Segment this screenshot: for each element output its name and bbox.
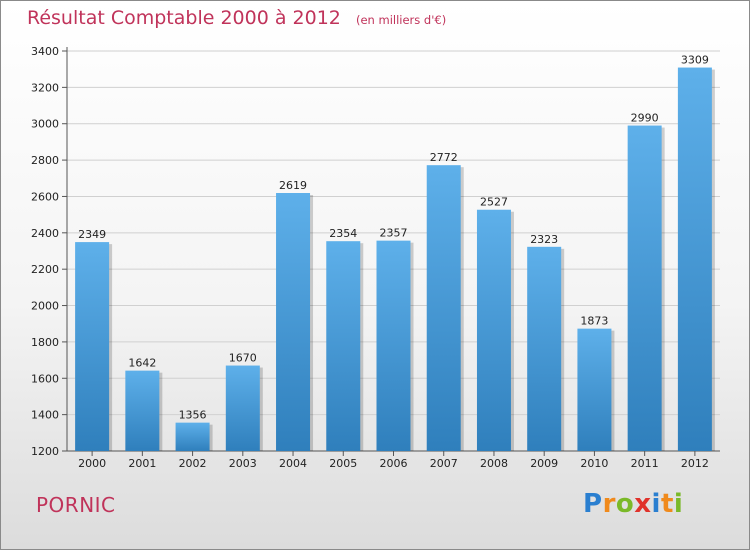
value-label-2012: 3309 [681, 54, 709, 67]
value-label-2008: 2527 [480, 196, 508, 209]
value-label-2000: 2349 [78, 228, 106, 241]
y-tick-label: 2600 [31, 190, 59, 203]
bar-2006 [376, 240, 411, 451]
y-tick-label: 3400 [31, 45, 59, 58]
value-label-2004: 2619 [279, 179, 307, 192]
bar-2005 [326, 241, 361, 451]
x-tick-label-2012: 2012 [681, 457, 709, 470]
x-tick-label-2004: 2004 [279, 457, 307, 470]
value-label-2009: 2323 [530, 233, 558, 246]
y-tick-label: 1600 [31, 372, 59, 385]
bar-2003 [225, 365, 260, 451]
y-tick-label: 2400 [31, 227, 59, 240]
bar-2002 [175, 422, 210, 451]
brand-logo-letter: o [615, 489, 635, 519]
bar-2000 [75, 242, 110, 451]
value-label-2011: 2990 [631, 112, 659, 125]
x-tick-label-2008: 2008 [480, 457, 508, 470]
y-tick-label: 1800 [31, 336, 59, 349]
town-name: PORNIC [36, 493, 116, 517]
brand-logo-letter: i [651, 489, 661, 519]
value-label-2003: 1670 [229, 352, 257, 365]
value-label-2001: 1642 [128, 357, 156, 370]
bar-2001 [125, 370, 160, 451]
value-label-2007: 2772 [430, 151, 458, 164]
bar-2007 [426, 165, 461, 451]
bars [75, 67, 715, 451]
brand-logo-letter: t [660, 489, 674, 519]
x-tick-label-2009: 2009 [530, 457, 558, 470]
x-tick-label-2007: 2007 [430, 457, 458, 470]
x-tick-label-2001: 2001 [128, 457, 156, 470]
labels: 1200 1400 1600 1800 2000 2200 2400 2600 2800 3000… [31, 45, 709, 470]
value-label-2002: 1356 [179, 409, 207, 422]
bar-2004 [276, 193, 311, 451]
y-tick-label: 3000 [31, 118, 59, 131]
x-tick-label-2002: 2002 [179, 457, 207, 470]
y-tick-label: 2800 [31, 154, 59, 167]
x-tick-label-2003: 2003 [229, 457, 257, 470]
bar-2008 [476, 209, 511, 451]
bar-2009 [527, 246, 562, 451]
chart-title-main: Résultat Comptable 2000 à 2012 [27, 7, 341, 29]
brand-logo-letter: i [673, 489, 684, 519]
y-tick-label: 1400 [31, 409, 59, 422]
brand-logo-letter: x [634, 489, 652, 519]
x-tick-label-2011: 2011 [631, 457, 659, 470]
value-label-2005: 2354 [329, 227, 357, 240]
brand-logo: Proxiti [583, 489, 683, 519]
x-tick-label-2006: 2006 [380, 457, 408, 470]
x-tick-label-2010: 2010 [580, 457, 608, 470]
brand-logo-letter: P [583, 489, 603, 519]
x-tick-label-2005: 2005 [329, 457, 357, 470]
bar-2010 [577, 328, 612, 451]
y-tick-label: 1200 [31, 445, 59, 458]
chart-title: Résultat Comptable 2000 à 2012 (en milli… [27, 7, 446, 29]
bar-2012 [677, 67, 712, 451]
value-label-2006: 2357 [380, 227, 408, 240]
y-tick-label: 2200 [31, 263, 59, 276]
y-tick-label: 2000 [31, 300, 59, 313]
bar-2011 [627, 125, 662, 451]
x-tick-label-2000: 2000 [78, 457, 106, 470]
value-label-2010: 1873 [580, 315, 608, 328]
brand-logo-letter: r [602, 489, 616, 519]
y-tick-label: 3200 [31, 81, 59, 94]
chart-subtitle: (en milliers d'€) [355, 13, 447, 27]
